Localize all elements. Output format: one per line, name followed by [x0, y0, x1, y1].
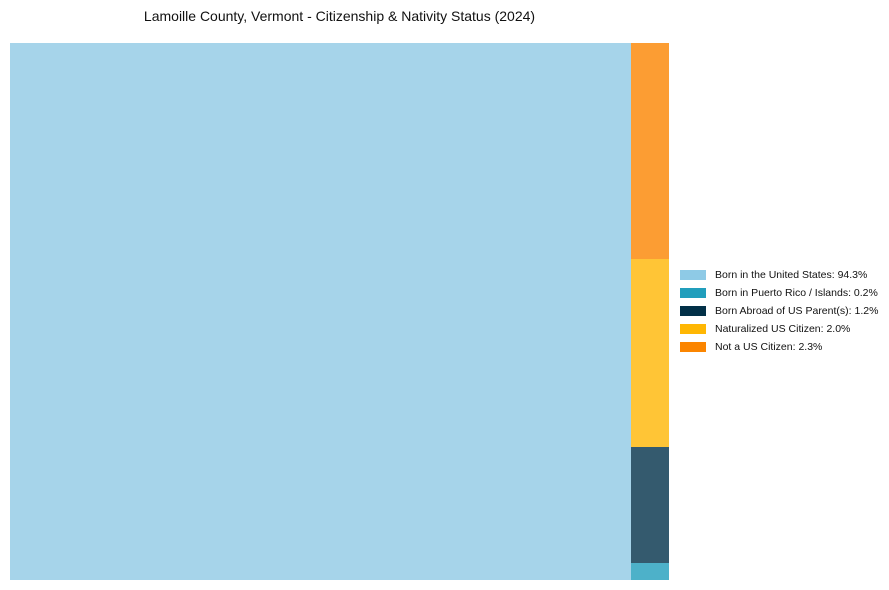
legend-item: Not a US Citizen: 2.3%	[680, 338, 878, 356]
tile-born-in-us	[10, 43, 631, 580]
legend-swatch	[680, 324, 706, 334]
legend-item: Born Abroad of US Parent(s): 1.2%	[680, 302, 878, 320]
legend-item: Born in Puerto Rico / Islands: 0.2%	[680, 284, 878, 302]
tile-not-us-citizen	[631, 43, 669, 259]
legend: Born in the United States: 94.3% Born in…	[680, 266, 878, 356]
legend-swatch	[680, 342, 706, 352]
tile-naturalized	[631, 259, 669, 447]
legend-label: Born in the United States: 94.3%	[715, 269, 868, 281]
legend-label: Born in Puerto Rico / Islands: 0.2%	[715, 287, 878, 299]
chart-title: Lamoille County, Vermont - Citizenship &…	[143, 8, 536, 24]
legend-label: Naturalized US Citizen: 2.0%	[715, 323, 851, 335]
legend-swatch	[680, 270, 706, 280]
tile-born-puerto-rico	[631, 563, 669, 580]
legend-swatch	[680, 288, 706, 298]
legend-label: Not a US Citizen: 2.3%	[715, 341, 823, 353]
legend-item: Born in the United States: 94.3%	[680, 266, 878, 284]
tile-born-abroad-us-parents	[631, 447, 669, 563]
legend-label: Born Abroad of US Parent(s): 1.2%	[715, 305, 879, 317]
legend-item: Naturalized US Citizen: 2.0%	[680, 320, 878, 338]
legend-swatch	[680, 306, 706, 316]
